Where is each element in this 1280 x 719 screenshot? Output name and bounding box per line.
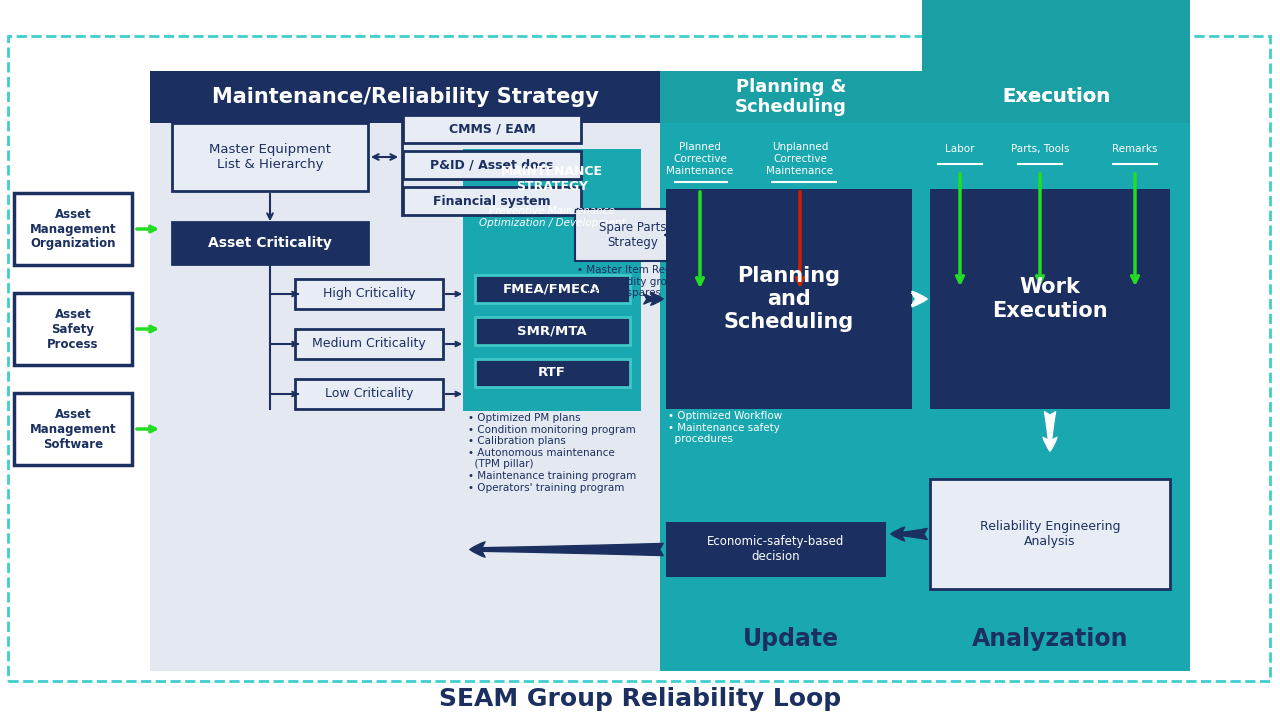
Bar <box>475 275 630 303</box>
Bar <box>475 317 630 345</box>
Bar <box>8 36 1270 681</box>
Text: • Optimized Workflow
• Maintenance safety
  procedures: • Optimized Workflow • Maintenance safet… <box>668 411 782 444</box>
Bar <box>575 209 690 261</box>
Bar <box>403 187 581 215</box>
Bar <box>660 71 922 123</box>
Text: Parts, Tools: Parts, Tools <box>1011 144 1069 154</box>
Text: Work
Execution: Work Execution <box>992 278 1107 321</box>
Bar <box>150 71 660 671</box>
Text: High Criticality: High Criticality <box>323 288 415 301</box>
Text: Low Criticality: Low Criticality <box>325 388 413 400</box>
Text: Execution: Execution <box>1002 88 1110 106</box>
Bar <box>922 0 1190 123</box>
Text: • Optimized PM plans
• Condition monitoring program
• Calibration plans
• Autono: • Optimized PM plans • Condition monitor… <box>468 413 636 493</box>
Text: RTF: RTF <box>538 367 566 380</box>
Text: Asset
Management
Organization: Asset Management Organization <box>29 208 116 250</box>
Text: Remarks: Remarks <box>1112 144 1157 154</box>
Text: SMR/MTA: SMR/MTA <box>517 324 586 337</box>
Text: Execution: Execution <box>1002 88 1110 106</box>
Text: Planning
and
Scheduling: Planning and Scheduling <box>724 266 854 332</box>
Bar <box>294 329 443 359</box>
Text: MAINTENANCE
STRATEGY: MAINTENANCE STRATEGY <box>500 165 603 193</box>
Text: Planning &
Scheduling: Planning & Scheduling <box>735 78 847 116</box>
Bar <box>660 71 922 671</box>
Bar <box>922 71 1190 123</box>
Text: Preventive Maintenance
Optimization / Development: Preventive Maintenance Optimization / De… <box>479 206 626 228</box>
Bar <box>172 123 369 191</box>
Bar <box>463 149 641 411</box>
Bar <box>475 359 630 387</box>
Text: Unplanned
Corrective
Maintenance: Unplanned Corrective Maintenance <box>767 142 833 175</box>
Bar <box>403 115 581 143</box>
Text: Labor: Labor <box>945 144 975 154</box>
Bar <box>14 393 132 465</box>
Bar <box>931 189 1170 409</box>
Bar <box>294 379 443 409</box>
Bar <box>14 193 132 265</box>
Text: Planned
Corrective
Maintenance: Planned Corrective Maintenance <box>667 142 733 175</box>
Bar <box>294 279 443 309</box>
Bar <box>172 222 369 264</box>
Text: Medium Criticality: Medium Criticality <box>312 337 426 350</box>
Text: Asset
Management
Software: Asset Management Software <box>29 408 116 451</box>
Bar <box>666 189 911 409</box>
Bar <box>14 293 132 365</box>
Bar <box>150 71 660 123</box>
Bar <box>666 522 886 577</box>
Text: • Master Item Register
• Commodity groups
• Critical spares: • Master Item Register • Commodity group… <box>577 265 695 298</box>
Text: Spare Parts
Strategy: Spare Parts Strategy <box>599 221 667 249</box>
Text: Analyzation: Analyzation <box>972 627 1128 651</box>
Bar <box>403 151 581 179</box>
Text: SEAM Group Reliability Loop: SEAM Group Reliability Loop <box>439 687 841 711</box>
Text: CMMS / EAM: CMMS / EAM <box>448 122 535 135</box>
Text: Asset Criticality: Asset Criticality <box>209 236 332 250</box>
Text: Financial system: Financial system <box>433 195 550 208</box>
Bar <box>922 71 1190 671</box>
Text: Reliability Engineering
Analysis: Reliability Engineering Analysis <box>979 520 1120 548</box>
Bar <box>931 479 1170 589</box>
Text: FMEA/FMECA: FMEA/FMECA <box>503 283 602 296</box>
Text: Economic-safety-based
decision: Economic-safety-based decision <box>708 536 845 564</box>
Text: Maintenance/Reliability Strategy: Maintenance/Reliability Strategy <box>211 87 599 107</box>
Text: P&ID / Asset docs: P&ID / Asset docs <box>430 158 554 172</box>
Text: Asset
Safety
Process: Asset Safety Process <box>47 308 99 350</box>
Text: Master Equipment
List & Hierarchy: Master Equipment List & Hierarchy <box>209 143 332 171</box>
Text: Update: Update <box>742 627 840 651</box>
